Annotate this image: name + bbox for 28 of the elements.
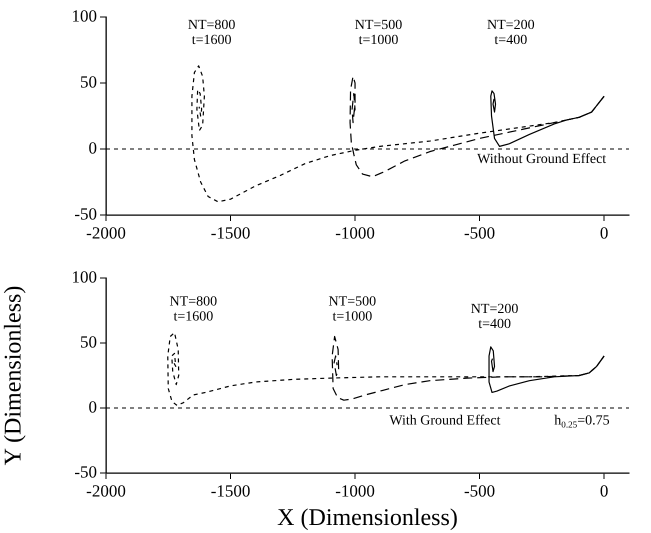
x-axis-title: X (Dimensionless) <box>277 504 458 531</box>
annotation: NT=500 t=1000 <box>328 294 376 324</box>
y-tick-label: 100 <box>72 267 97 286</box>
x-tick-label: 0 <box>600 224 608 243</box>
x-tick-label: -2000 <box>86 224 126 243</box>
annotation: Without Ground Effect <box>477 152 606 168</box>
annotation: NT=800 t=1600 <box>170 294 218 324</box>
y-tick-label: -50 <box>74 204 97 224</box>
annotation: NT=200 t=400 <box>470 302 518 332</box>
annotation: NT=200 t=400 <box>487 18 535 48</box>
y-tick-label: 50 <box>80 72 97 92</box>
x-tick-label: -1500 <box>210 224 250 243</box>
y-tick-label: -50 <box>74 462 97 482</box>
x-tick-label: -1000 <box>335 224 375 243</box>
y-axis-title: Y (Dimensionless) <box>0 286 27 466</box>
x-tick-label: -2000 <box>86 482 126 501</box>
x-tick-label: -1500 <box>210 482 250 501</box>
y-tick-label: 50 <box>80 332 97 352</box>
y-tick-label: 0 <box>88 138 97 158</box>
x-tick-label: -1000 <box>335 482 375 501</box>
annotation: NT=800 t=1600 <box>188 18 236 48</box>
x-tick-label: -500 <box>464 482 496 501</box>
annotation: NT=500 t=1000 <box>354 18 402 48</box>
x-tick-label: -500 <box>464 224 496 243</box>
y-tick-label: 100 <box>72 6 97 26</box>
x-tick-label: 0 <box>600 482 608 501</box>
y-tick-label: 0 <box>88 397 97 416</box>
annotation: With Ground Effect <box>389 414 501 429</box>
